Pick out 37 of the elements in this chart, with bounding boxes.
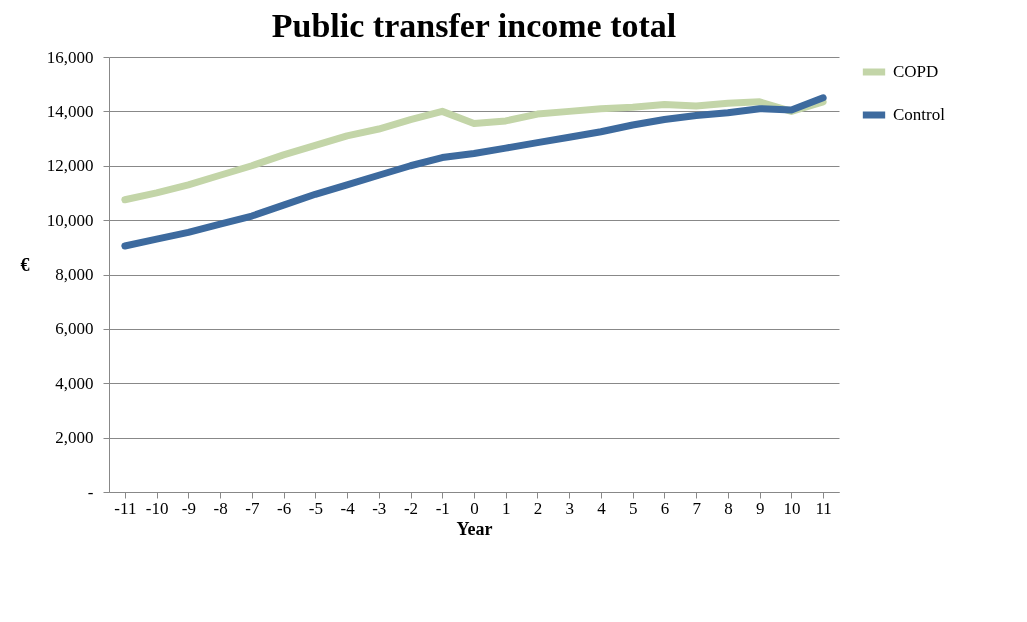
x-tick-label: -3 [372, 498, 387, 518]
y-tick-label: 12,000 [46, 156, 94, 176]
x-tick-label: 0 [470, 498, 479, 518]
x-tick-label: -8 [213, 498, 228, 518]
y-tick-label: 10,000 [46, 210, 94, 230]
x-tick-label: 3 [565, 498, 574, 518]
x-tick-label: -4 [340, 498, 356, 518]
x-tick-label: 1 [501, 498, 511, 518]
x-tick-label: -5 [308, 498, 323, 518]
legend-label: Control [893, 105, 946, 124]
x-tick-label: -2 [403, 498, 419, 518]
x-tick-label: -1 [435, 498, 450, 518]
y-axis-title: € [20, 255, 30, 275]
y-tick-label: 14,000 [46, 101, 94, 121]
x-tick-label: 9 [755, 498, 765, 518]
y-tick-label: 16,000 [46, 47, 94, 67]
chart-title: Public transfer income total [271, 7, 677, 44]
x-tick-label: 2 [533, 498, 543, 518]
x-axis-title: Year [456, 518, 493, 539]
x-tick-label: -7 [245, 498, 260, 518]
x-tick-label: 5 [628, 498, 638, 518]
x-tick-label: 6 [660, 498, 670, 518]
y-tick-label: 4,000 [55, 373, 94, 393]
y-tick-label: 8,000 [55, 265, 94, 284]
x-tick-label: -11 [114, 498, 137, 518]
x-tick-label: -6 [276, 498, 292, 518]
x-tick-label: -9 [181, 498, 196, 518]
y-tick-label: - [87, 482, 94, 502]
x-tick-label: 11 [815, 498, 832, 518]
x-tick-label: -10 [145, 498, 169, 518]
y-tick-label: 2,000 [55, 428, 94, 448]
y-tick-label: 6,000 [55, 319, 94, 339]
x-tick-label: 10 [783, 498, 801, 518]
x-tick-label: 4 [597, 498, 607, 518]
x-tick-label: 7 [692, 498, 702, 518]
x-tick-label: 8 [724, 498, 733, 518]
legend-label: COPD [893, 62, 939, 81]
